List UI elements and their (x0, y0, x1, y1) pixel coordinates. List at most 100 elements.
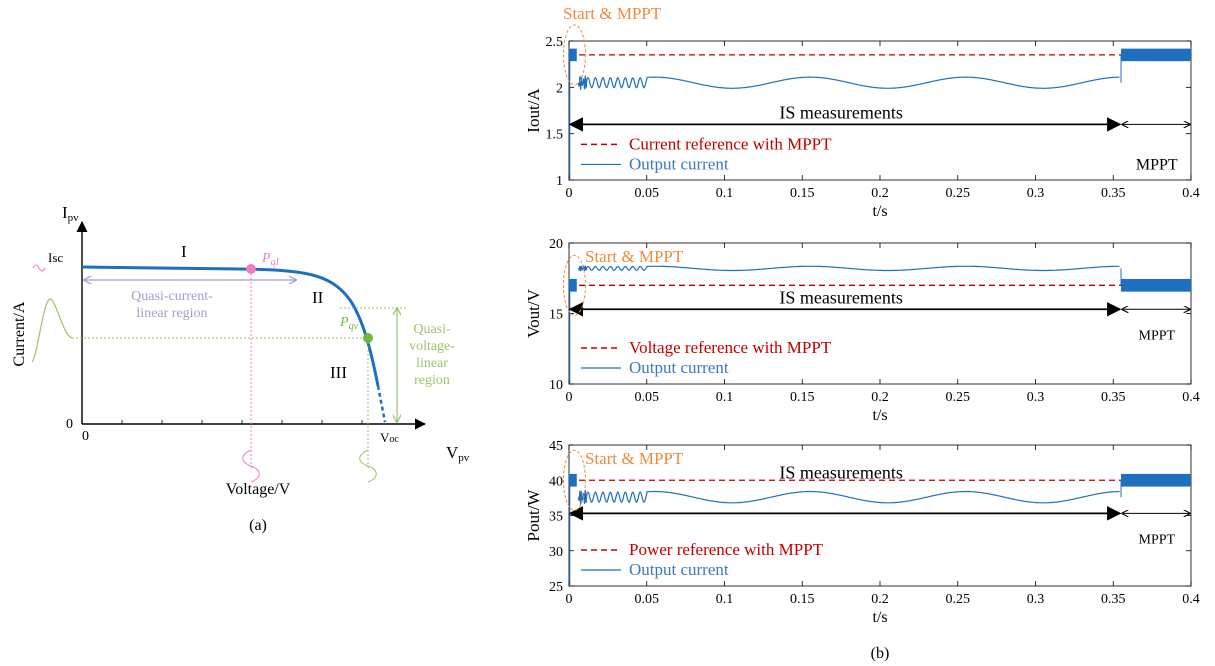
x-axis-ticks (121, 420, 363, 424)
vout-x-tick-label: 0.3 (1027, 390, 1045, 405)
iout-x-tick-label: 0.3 (1027, 186, 1045, 201)
vout-x-tick-label: 0.15 (790, 390, 815, 405)
region-II: II (312, 288, 324, 307)
y-label: Current/A (11, 301, 28, 366)
pout-x-tick-label: 0.4 (1182, 592, 1200, 607)
chart-iout: 0 0.05 0.1 0.15 0.2 0.25 0.3 0.35 0.4 1 1.5 2 2.5 t/s… (524, 4, 1200, 220)
iout-mppt-block (1121, 48, 1191, 62)
vout-mppt-label: MPPT (1139, 328, 1176, 343)
pout-start-burst (569, 473, 577, 487)
vout-x-tick-label: 0 (566, 390, 573, 405)
pout-y-tick-label: 40 (549, 474, 563, 489)
chart-pout: 0 0.05 0.1 0.15 0.2 0.25 0.3 0.35 0.4 25 30 35 40 45 t… (524, 439, 1200, 626)
pout-x-axis-label: t/s (872, 609, 887, 626)
quasi-voltage-label-3: linear (416, 356, 448, 371)
vout-x-tick-label: 0.2 (871, 390, 889, 405)
vout-legend-ref-label: Voltage reference with MPPT (629, 338, 832, 357)
vout-x-tick-label: 0.35 (1101, 390, 1126, 405)
origin-y: 0 (66, 417, 73, 432)
vout-is-label: IS measurements (779, 287, 902, 307)
pout-y-axis-label: Pout/W (524, 489, 543, 542)
pout-mppt-label: MPPT (1139, 532, 1176, 547)
isc-label: Isc (48, 250, 63, 265)
iout-x-tick-label: 0.25 (946, 186, 971, 201)
iout-x-tick-label: 0.1 (716, 186, 734, 201)
pout-y-tick-label: 35 (549, 510, 563, 525)
pout-legend-ref-label: Power reference with MPPT (629, 540, 824, 559)
pout-start-label: Start & MPPT (585, 449, 684, 468)
iout-mppt-label: MPPT (1136, 156, 1178, 173)
iout-x-tick-label: 0.4 (1182, 186, 1200, 201)
iout-start-ellipse (562, 24, 586, 86)
iout-y-tick-label: 1.5 (546, 128, 564, 143)
pqv-label: Pqv (339, 315, 359, 332)
iout-y-tick-label: 2 (556, 81, 563, 96)
iout-y-tick-label: 1 (556, 174, 563, 189)
vout-x-axis-label: t/s (872, 407, 887, 424)
iout-x-tick-label: 0.35 (1101, 186, 1126, 201)
quasi-voltage-label-2: voltage- (409, 339, 455, 354)
panel-a-iv-curve: Ipv Vpv Current/A Voltage/V 0 0 Isc Voc … (11, 203, 470, 534)
pqi-perturbation (242, 449, 260, 483)
pout-legend-out-label: Output current (629, 560, 729, 579)
quasi-voltage-label-4: region (414, 373, 450, 388)
vout-y-tick-label: 15 (549, 308, 563, 323)
quasi-current-label-1: Quasi-current- (131, 289, 213, 304)
vout-y-axis-label: Vout/V (524, 288, 543, 338)
caption-b: (b) (871, 645, 890, 662)
iout-y-axis-label: Iout/A (524, 88, 543, 133)
voc-label: Voc (380, 430, 399, 445)
pout-mppt-block (1121, 473, 1191, 487)
vout-y-tick-label: 10 (549, 378, 563, 393)
pout-x-tick-label: 0.05 (635, 592, 660, 607)
vout-output-curve (577, 264, 1120, 272)
pout-output-curve (577, 489, 1120, 505)
pout-x-tick-label: 0.3 (1027, 592, 1045, 607)
iout-x-tick-label: 0.15 (790, 186, 815, 201)
pout-x-tick-label: 0 (566, 592, 573, 607)
iv-curve-tail (376, 385, 387, 423)
pout-x-tick-label: 0.15 (790, 592, 815, 607)
quasi-voltage-label-1: Quasi- (413, 322, 451, 337)
iv-curve (81, 265, 380, 387)
iout-is-label: IS measurements (779, 102, 902, 122)
pout-x-tick-label: 0.1 (716, 592, 734, 607)
vout-start-ellipse (562, 254, 586, 316)
x-label: Voltage/V (226, 481, 291, 498)
x-axis-name: Vpv (446, 443, 470, 464)
vout-x-tick-label: 0.4 (1182, 390, 1200, 405)
iout-legend-ref-label: Current reference with MPPT (629, 134, 832, 153)
vout-legend-out-label: Output current (629, 358, 729, 377)
iout-y-tick-label: 2.5 (546, 35, 564, 50)
pqi-label: PqI (261, 251, 280, 268)
iout-x-axis-label: t/s (872, 203, 887, 220)
vout-x-tick-label: 0.25 (946, 390, 971, 405)
vout-start-label: Start & MPPT (585, 247, 684, 266)
origin-x: 0 (82, 429, 89, 444)
pqv-voltage-perturbation (359, 449, 377, 483)
pqv-point (363, 333, 373, 343)
vout-start-burst (569, 278, 577, 292)
chart-vout: 0 0.05 0.1 0.15 0.2 0.25 0.3 0.35 0.4 10 15 20 t/s Vo… (524, 237, 1200, 424)
caption-a: (a) (249, 517, 267, 534)
iout-x-tick-label: 0 (566, 186, 573, 201)
iout-start-burst (569, 48, 577, 62)
vout-x-tick-label: 0.05 (635, 390, 660, 405)
iout-legend-out-label: Output current (629, 154, 729, 173)
vout-y-tick-label: 20 (549, 237, 563, 252)
quasi-current-label-2: linear region (136, 306, 207, 321)
y-axis-name: Ipv (62, 203, 79, 224)
iout-x-tick-label: 0.2 (871, 186, 889, 201)
isc-marker (32, 264, 46, 272)
pout-x-tick-label: 0.35 (1101, 592, 1126, 607)
region-III: III (330, 363, 347, 382)
iout-start-label: Start & MPPT (563, 4, 662, 23)
pout-is-label: IS measurements (779, 462, 902, 482)
pout-x-tick-label: 0.2 (871, 592, 889, 607)
region-I: I (181, 242, 187, 261)
pout-x-tick-label: 0.25 (946, 592, 971, 607)
iout-x-tick-label: 0.05 (635, 186, 660, 201)
iout-output-curve (577, 75, 1120, 90)
pqv-current-perturbation (31, 298, 73, 363)
